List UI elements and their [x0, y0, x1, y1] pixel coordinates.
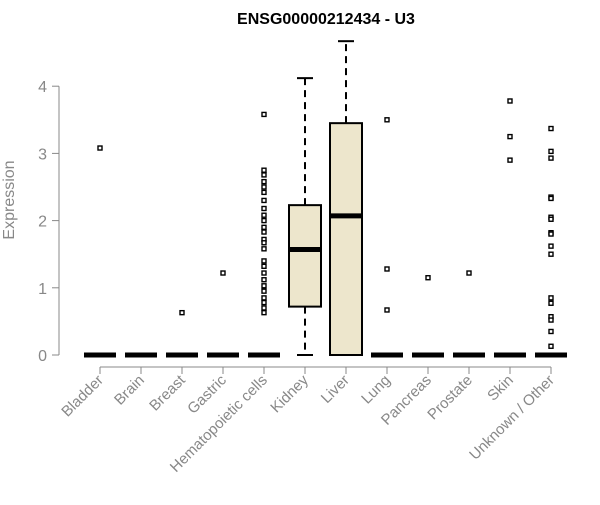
- outlier-point: [548, 343, 554, 349]
- outlier-point: [261, 205, 267, 212]
- outlier-point: [548, 243, 554, 249]
- outlier-point: [179, 309, 185, 316]
- outlier-point: [261, 111, 267, 118]
- x-tick-label: Prostate: [424, 372, 476, 424]
- outlier-point: [548, 125, 554, 132]
- outlier-point: [261, 240, 267, 246]
- chart-title: ENSG00000212434 - U3: [237, 11, 415, 28]
- outlier-point: [548, 295, 554, 301]
- outlier-point: [425, 275, 431, 281]
- outlier-point: [261, 263, 267, 269]
- y-tick-label: 0: [38, 348, 47, 365]
- outlier-point: [261, 295, 267, 301]
- outlier-point: [97, 145, 103, 151]
- box-group: [412, 275, 444, 358]
- outlier-point: [261, 197, 267, 204]
- outlier-point: [548, 251, 554, 257]
- plot-area: [84, 40, 567, 358]
- outlier-point: [548, 317, 554, 323]
- outlier-point: [261, 224, 267, 231]
- outlier-point: [261, 258, 267, 264]
- y-axis-label: Expression: [1, 160, 18, 239]
- box-group: [535, 125, 567, 358]
- y-tick-label: 1: [38, 281, 47, 298]
- outlier-point: [548, 231, 554, 237]
- y-tick-label: 2: [38, 214, 47, 231]
- box: [288, 204, 322, 308]
- outlier-point: [261, 288, 267, 294]
- x-tick-label: Breast: [146, 371, 189, 414]
- outlier-point: [384, 117, 390, 123]
- outlier-point: [261, 167, 267, 173]
- outlier-point: [261, 172, 267, 178]
- outlier-point: [548, 300, 554, 306]
- outlier-point: [261, 178, 267, 185]
- outlier-point: [384, 307, 390, 313]
- outlier-point: [261, 277, 267, 283]
- box-group: [329, 40, 363, 356]
- outlier-point: [507, 157, 513, 163]
- outlier-point: [548, 328, 554, 335]
- box-group: [248, 111, 280, 358]
- outlier-point: [384, 266, 390, 272]
- outlier-point: [548, 148, 554, 155]
- box-group: [371, 117, 403, 358]
- outlier-point: [507, 133, 513, 140]
- y-tick-label: 4: [38, 79, 47, 96]
- outlier-point: [466, 270, 472, 276]
- x-tick-label: Lung: [358, 372, 394, 408]
- outlier-point: [261, 229, 267, 235]
- box: [329, 122, 363, 356]
- x-tick-label: Liver: [318, 372, 353, 407]
- box-group: [207, 270, 239, 358]
- outlier-point: [261, 283, 267, 289]
- outlier-point: [261, 184, 267, 190]
- outlier-point: [261, 246, 267, 252]
- outlier-point: [261, 299, 267, 306]
- outlier-point: [507, 98, 513, 104]
- outlier-point: [548, 216, 554, 222]
- box-group: [288, 77, 322, 356]
- x-tick-label: Brain: [111, 372, 148, 409]
- outlier-point: [261, 212, 267, 218]
- outlier-point: [261, 270, 267, 276]
- x-tick-label: Kidney: [267, 371, 312, 416]
- outlier-point: [261, 189, 267, 196]
- outlier-point: [220, 270, 226, 276]
- x-tick-label: Bladder: [58, 372, 107, 421]
- box-group: [84, 145, 116, 358]
- box-group: [494, 98, 526, 358]
- box-group: [453, 270, 485, 358]
- box-group: [166, 309, 198, 358]
- outlier-point: [548, 155, 554, 161]
- outlier-point: [261, 217, 267, 224]
- outlier-point: [548, 195, 554, 202]
- x-tick-label: Skin: [484, 372, 517, 405]
- y-axis: 0 1 2 3 4: [38, 79, 60, 365]
- outlier-point: [261, 305, 267, 311]
- outlier-point: [261, 309, 267, 316]
- y-tick-label: 3: [38, 146, 47, 163]
